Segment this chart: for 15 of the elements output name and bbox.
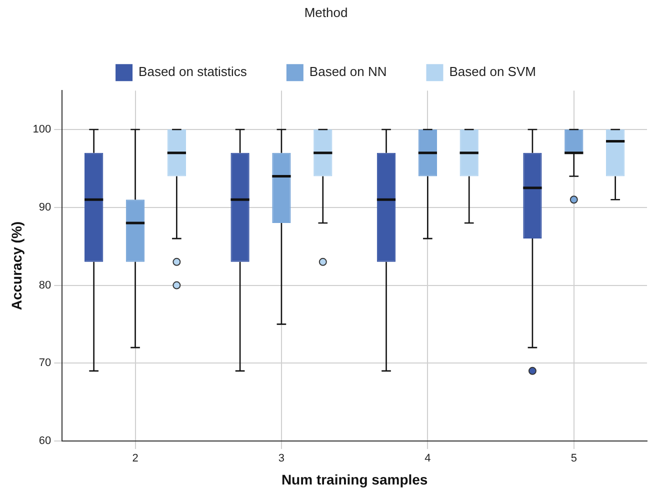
legend-title: Method <box>304 5 348 20</box>
legend-label: Based on SVM <box>449 64 536 80</box>
legend-label: Based on NN <box>309 64 387 80</box>
y-axis-title: Accuracy (%) <box>8 221 24 310</box>
y-tick-label: 90 <box>38 201 52 214</box>
y-tick-label: 100 <box>32 124 52 136</box>
y-tick-label: 60 <box>38 435 52 448</box>
y-tick-label: 80 <box>38 279 52 292</box>
x-axis-title: Num training samples <box>281 471 428 488</box>
x-tick-label: 4 <box>424 452 431 465</box>
legend-label: Based on statistics <box>138 64 248 80</box>
x-tick-label: 5 <box>570 452 577 465</box>
y-tick-label: 70 <box>38 357 52 370</box>
x-tick-label: 3 <box>278 452 285 465</box>
x-tick-label: 2 <box>132 452 138 465</box>
